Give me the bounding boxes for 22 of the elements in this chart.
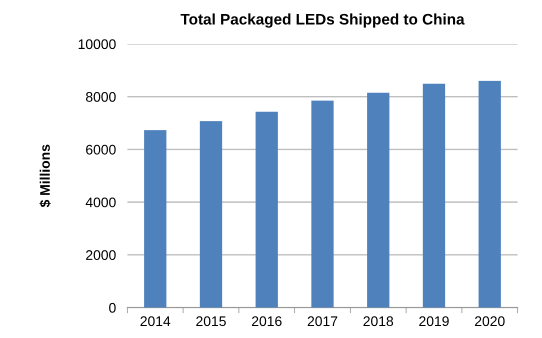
x-tick-label: 2017 [308, 316, 338, 326]
bar [422, 84, 446, 308]
y-tick-label: 2000 [86, 250, 116, 260]
y-tick-label: 6000 [86, 144, 116, 155]
bar [367, 92, 390, 308]
x-tick-label: 2016 [252, 316, 282, 326]
bar [256, 112, 278, 308]
x-tick-label: 2015 [196, 316, 226, 326]
bar [144, 130, 166, 308]
bar [311, 100, 334, 308]
x-tick-label: 2018 [363, 316, 394, 326]
chart-title: Total Packaged LEDs Shipped to China [180, 13, 465, 28]
y-tick-label: 4000 [86, 197, 116, 208]
x-tick-label: 2020 [474, 316, 505, 326]
bar [200, 121, 222, 308]
bar [478, 80, 501, 308]
y-axis-title: $ Millions [39, 144, 51, 208]
y-tick-label: 10000 [78, 39, 116, 50]
y-tick-label: 8000 [86, 92, 116, 102]
x-tick-label: 2014 [140, 316, 170, 326]
y-tick-label: 0 [109, 302, 116, 313]
x-tick-label: 2019 [419, 316, 449, 326]
